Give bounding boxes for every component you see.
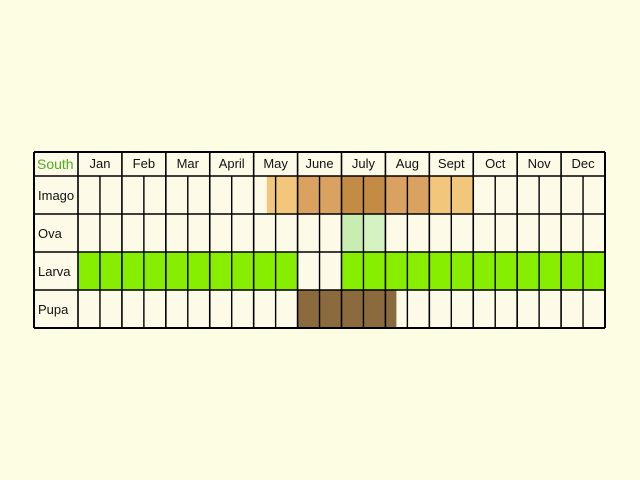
- month-label: June: [305, 156, 333, 171]
- month-label: Oct: [485, 156, 506, 171]
- stage-label-pupa: Pupa: [38, 302, 69, 317]
- imago-activity-span: [266, 176, 298, 214]
- calendar-grid-lines: [33, 151, 606, 329]
- region-label: South: [37, 156, 74, 172]
- month-label: Sept: [438, 156, 465, 171]
- stage-label-larva: Larva: [38, 264, 71, 279]
- stage-label-column: Imago Ova Larva Pupa: [38, 188, 74, 317]
- month-label: Mar: [177, 156, 200, 171]
- stage-label-ova: Ova: [38, 226, 63, 241]
- pupa-activity-span: [297, 290, 397, 328]
- stage-label-imago: Imago: [38, 188, 74, 203]
- month-label: Feb: [133, 156, 155, 171]
- month-label: Dec: [571, 156, 595, 171]
- month-label: July: [352, 156, 376, 171]
- month-label: May: [263, 156, 288, 171]
- ova-activity-span: [363, 214, 386, 252]
- month-label: April: [219, 156, 245, 171]
- month-label: Aug: [396, 156, 419, 171]
- month-label: Jan: [89, 156, 110, 171]
- ova-activity-span: [341, 214, 364, 252]
- month-header-row: Jan Feb Mar April May June July Aug Sept Oct Nov De…: [89, 156, 595, 171]
- month-label: Nov: [528, 156, 552, 171]
